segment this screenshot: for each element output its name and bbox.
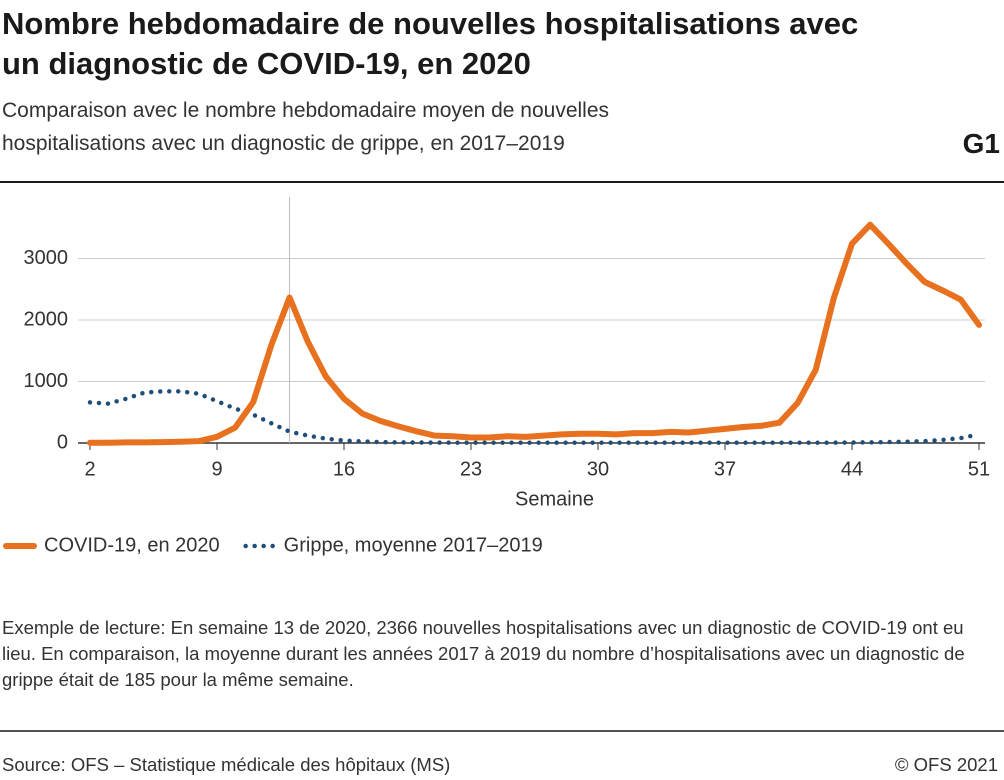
y-tick-label: 1000 [24,370,69,392]
x-tick-label: 51 [968,458,990,480]
source: Source: OFS – Statistique médicale des h… [2,754,451,775]
x-tick-label: 44 [841,458,863,480]
series-line [87,221,982,446]
x-tick-label: 2 [84,458,95,480]
x-tick-label: 23 [460,458,482,480]
chart-code: G1 [962,128,1000,159]
y-tick-label: 3000 [24,247,69,269]
x-tick-label: 37 [714,458,736,480]
x-tick-label: 9 [211,458,222,480]
reading-note: Exemple de lecture: En semaine 13 de 202… [2,617,965,690]
copyright: © OFS 2021 [894,754,998,775]
legend-label: COVID-19, en 2020 [44,534,220,556]
y-tick-label: 2000 [24,308,69,330]
chart-title: Nombre hebdomadaire de nouvelles hospita… [2,6,859,81]
series-line [87,389,982,445]
x-tick-label: 16 [333,458,355,480]
x-axis-label: Semaine [515,488,594,510]
x-tick-label: 30 [587,458,609,480]
chart-subtitle: Comparaison avec le nombre hebdomadaire … [2,99,610,155]
y-tick-label: 0 [57,431,68,453]
legend-label: Grippe, moyenne 2017–2019 [284,534,543,556]
